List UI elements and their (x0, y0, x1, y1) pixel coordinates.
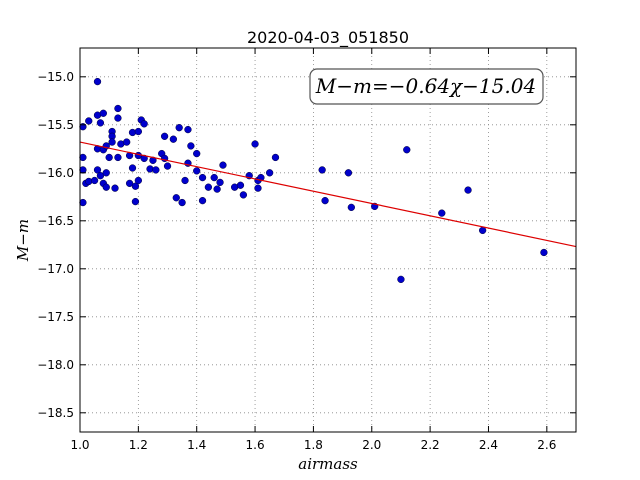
x-axis-label: airmass (298, 455, 358, 473)
data-point (114, 114, 122, 122)
data-point (90, 176, 99, 185)
data-point (271, 153, 280, 162)
data-point (128, 164, 137, 172)
fit-equation-text: M−m=−0.64χ−15.04 (315, 74, 536, 98)
x-tick-label: 1.6 (246, 438, 265, 452)
chart-title: 2020-04-03_051850 (247, 28, 409, 48)
y-tick-label: −16.0 (37, 166, 74, 180)
data-point (108, 138, 116, 146)
data-point (125, 179, 134, 188)
data-point (123, 138, 131, 146)
data-point (102, 169, 110, 177)
data-point (105, 153, 113, 162)
data-point (239, 191, 248, 199)
data-point (93, 166, 102, 174)
data-point (347, 203, 355, 212)
data-point (321, 196, 329, 205)
data-point (540, 248, 548, 257)
data-point (193, 149, 201, 158)
x-tick-label: 1.4 (187, 438, 206, 452)
data-point (213, 185, 221, 193)
x-tick-label: 2.6 (537, 438, 556, 452)
x-tick-label: 1.0 (70, 438, 89, 452)
data-point (114, 104, 122, 113)
plot-frame (79, 47, 577, 433)
data-point (204, 183, 213, 191)
annotation-box: M−m=−0.64χ−15.04 (309, 68, 544, 105)
data-point (403, 146, 411, 154)
data-point (131, 197, 140, 206)
data-point (254, 184, 262, 192)
data-point (163, 162, 172, 170)
plot-background (80, 48, 576, 432)
data-point (160, 132, 169, 140)
data-point (193, 167, 201, 175)
data-point (187, 142, 195, 150)
data-point (464, 186, 472, 194)
data-point (397, 275, 405, 284)
fit-line (79, 141, 577, 248)
y-tick-label: −18.0 (37, 358, 74, 372)
y-tick-label: −17.5 (37, 310, 74, 324)
data-point (114, 153, 122, 162)
data-point (178, 198, 186, 207)
data-point (438, 209, 446, 217)
data-point (210, 173, 218, 182)
data-point (181, 176, 189, 185)
data-point (344, 169, 353, 177)
data-point (175, 124, 183, 132)
data-point (152, 166, 160, 174)
data-point (172, 194, 180, 202)
y-tick-label: −16.5 (37, 214, 74, 228)
x-tick-label: 2.0 (362, 438, 381, 452)
data-point (198, 173, 207, 182)
data-point (134, 127, 143, 136)
data-point (478, 226, 487, 235)
data-point (198, 196, 207, 205)
x-tick-label: 2.4 (479, 438, 498, 452)
data-point (216, 178, 224, 187)
x-tick-label: 1.8 (304, 438, 323, 452)
y-tick-label: −18.5 (37, 406, 74, 420)
data-point (96, 172, 105, 180)
data-point (134, 176, 143, 185)
y-tick-label: −17.0 (37, 262, 74, 276)
y-tick-label: −15.0 (37, 70, 74, 84)
data-point (184, 125, 192, 134)
data-point (102, 183, 110, 191)
data-point (251, 140, 259, 148)
data-point (79, 198, 87, 207)
data-point (219, 161, 227, 169)
axis-ticks: 1.0 1.2 1.4 1.6 1.8 2.0 2.2 2.4 2.6 −15.0 −15.5 −16… (37, 48, 576, 452)
data-point (318, 166, 326, 174)
y-axis-label: M−m (14, 219, 32, 262)
data-point (140, 120, 148, 128)
x-tick-label: 2.2 (421, 438, 440, 452)
data-point (93, 77, 102, 86)
x-tick-label: 1.2 (129, 438, 148, 452)
data-point (265, 169, 274, 177)
fit-line-group (79, 141, 577, 248)
data-point (99, 109, 107, 117)
data-point (236, 181, 245, 189)
y-tick-label: −15.5 (37, 118, 74, 132)
data-point (79, 153, 87, 162)
data-point (85, 117, 93, 125)
data-point (111, 184, 119, 192)
data-point (131, 182, 140, 190)
data-point (96, 119, 105, 127)
data-point (169, 135, 178, 143)
